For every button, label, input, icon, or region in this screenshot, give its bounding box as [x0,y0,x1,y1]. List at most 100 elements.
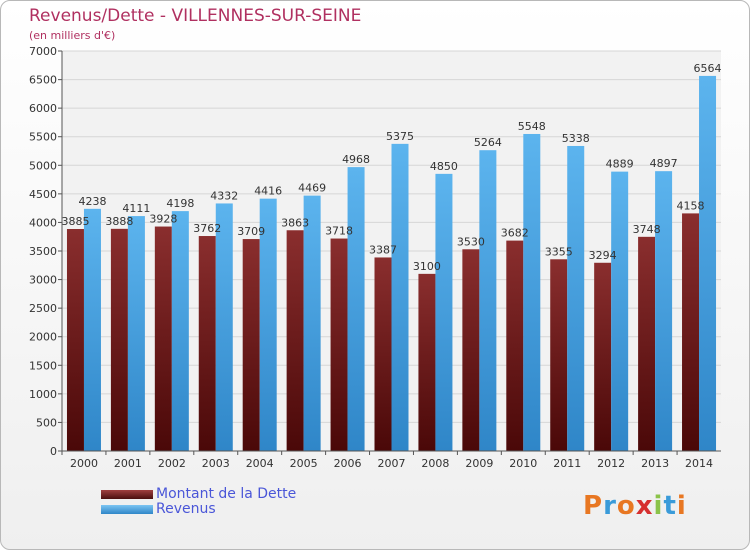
bar-revenus-2008 [435,173,453,451]
x-tick-label-2000: 2000 [70,457,98,470]
bar-revenus-2001 [127,216,145,451]
data-label-dette-2012: 3294 [589,249,617,262]
bar-dette-2008 [418,273,436,451]
bar-dette-2007 [374,257,392,451]
y-tick-label: 4500 [29,188,57,201]
y-tick-label: 2500 [29,302,57,315]
proxiti-logo: Proxiti [583,491,687,521]
bar-dette-2010 [506,240,524,451]
x-tick-label-2002: 2002 [158,457,186,470]
bar-revenus-2013 [655,171,673,451]
data-label-dette-2011: 3355 [545,245,573,258]
data-label-dette-2014: 4158 [677,199,705,212]
y-tick-label: 3500 [29,245,57,258]
x-tick-label-2014: 2014 [685,457,713,470]
x-tick-label-2006: 2006 [334,457,362,470]
bar-revenus-2014 [699,75,717,452]
y-tick-label: 1500 [29,359,57,372]
data-label-dette-2006: 3718 [325,225,353,238]
x-tick-label-2007: 2007 [378,457,406,470]
bar-dette-2000 [66,229,84,451]
bar-revenus-2003 [215,203,233,451]
data-label-dette-2009: 3530 [457,235,485,248]
bar-dette-2001 [110,228,128,451]
bar-revenus-2000 [83,208,101,451]
bar-dette-2013 [638,236,656,451]
bar-revenus-2009 [479,150,497,451]
data-label-revenus-2005: 4469 [298,182,326,195]
bar-dette-2004 [242,239,260,451]
data-label-dette-2000: 3885 [61,215,89,228]
y-tick-label: 5000 [29,159,57,172]
data-label-dette-2013: 3748 [633,223,661,236]
data-label-dette-2007: 3387 [369,243,397,256]
logo-letter: P [583,491,604,521]
data-label-revenus-2006: 4968 [342,153,370,166]
bar-dette-2012 [594,262,612,451]
y-tick-label: 6000 [29,102,57,115]
data-label-dette-2001: 3888 [105,215,133,228]
x-tick-label-2012: 2012 [597,457,625,470]
x-tick-label-2013: 2013 [641,457,669,470]
data-label-revenus-2002: 4198 [166,197,194,210]
bar-revenus-2012 [611,171,629,451]
bar-dette-2005 [286,230,304,451]
data-label-dette-2004: 3709 [237,225,265,238]
data-label-revenus-2013: 4897 [650,157,678,170]
x-tick-label-2009: 2009 [465,457,493,470]
x-tick-label-2010: 2010 [509,457,537,470]
data-label-revenus-2008: 4850 [430,160,458,173]
data-label-revenus-2000: 4238 [78,195,106,208]
data-label-dette-2005: 3863 [281,216,309,229]
bar-dette-2009 [462,249,480,451]
logo-letter: t [663,491,677,521]
bar-revenus-2002 [171,211,189,451]
legend-label-dette: Montant de la Dette [156,486,297,502]
legend-label-revenus: Revenus [156,501,216,517]
data-label-revenus-2009: 5264 [474,136,502,149]
data-label-revenus-2010: 5548 [518,120,546,133]
x-tick-label-2005: 2005 [290,457,318,470]
y-tick-label: 6500 [29,74,57,87]
y-tick-label: 3000 [29,274,57,287]
logo-letter: i [676,491,687,521]
x-tick-label-2003: 2003 [202,457,230,470]
x-tick-label-2008: 2008 [421,457,449,470]
chart-subtitle: (en milliers d'€) [29,29,116,42]
bar-dette-2003 [198,236,216,451]
bar-revenus-2007 [391,143,409,451]
data-label-revenus-2014: 6564 [694,62,722,75]
bar-dette-2011 [550,259,568,451]
data-label-revenus-2007: 5375 [386,130,414,143]
y-tick-label: 500 [36,416,57,429]
data-label-dette-2002: 3928 [149,213,177,226]
y-tick-label: 2000 [29,331,57,344]
bar-revenus-2004 [259,198,277,451]
logo-letter: x [635,491,654,521]
data-label-dette-2008: 3100 [413,260,441,273]
bar-dette-2014 [682,213,700,451]
data-label-revenus-2003: 4332 [210,189,238,202]
x-tick-label-2004: 2004 [246,457,274,470]
y-tick-label: 7000 [29,45,57,58]
logo-letter: o [616,491,636,521]
legend-swatch-dette [101,490,153,499]
y-tick-label: 4000 [29,216,57,229]
x-tick-label-2001: 2001 [114,457,142,470]
bar-revenus-2006 [347,167,365,451]
y-tick-label: 0 [50,445,57,458]
chart-title: Revenus/Dette - VILLENNES-SUR-SEINE [29,6,362,26]
data-label-dette-2010: 3682 [501,227,529,240]
bar-dette-2006 [330,238,348,451]
x-tick-label-2011: 2011 [553,457,581,470]
legend-swatch-revenus [101,505,153,514]
data-label-revenus-2001: 4111 [122,202,150,215]
data-label-dette-2003: 3762 [193,222,221,235]
logo-letter: i [653,491,664,521]
data-label-revenus-2004: 4416 [254,185,282,198]
y-tick-label: 1000 [29,388,57,401]
logo-letter: r [603,491,617,521]
data-label-revenus-2011: 5338 [562,132,590,145]
